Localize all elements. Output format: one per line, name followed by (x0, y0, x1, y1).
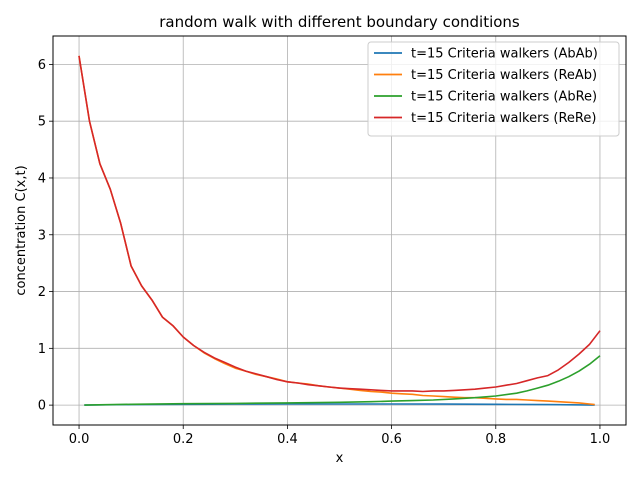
legend: t=15 Criteria walkers (AbAb) t=15 Criteri… (367, 41, 620, 137)
x-tick-label: 0.6 (381, 432, 402, 447)
x-tick-label: 1.0 (590, 432, 611, 447)
grid-lines (53, 36, 626, 425)
x-axis-label: x (336, 451, 344, 466)
y-tick-label: 2 (38, 285, 46, 300)
y-tick-label: 0 (38, 399, 46, 414)
series-line-2 (84, 355, 601, 406)
y-axis-label: concentration C(x,t) (14, 165, 29, 295)
y-axis-ticks: 0 1 2 3 4 5 6 (38, 58, 53, 414)
y-tick-label: 6 (38, 58, 46, 73)
axes-frame (52, 35, 627, 426)
legend-label: t=15 Criteria walkers (ReRe) (411, 111, 596, 126)
y-tick-label: 5 (38, 115, 46, 130)
x-tick-label: 0.8 (485, 432, 506, 447)
series-lines (78, 55, 601, 406)
legend-box (367, 41, 620, 137)
x-tick-label: 0.4 (277, 432, 298, 447)
series-line-3 (78, 55, 601, 393)
x-tick-label: 0.2 (173, 432, 194, 447)
chart-title: random walk with different boundary cond… (159, 13, 520, 31)
legend-label: t=15 Criteria walkers (AbAb) (411, 47, 598, 62)
x-axis-ticks: 0.0 0.2 0.4 0.6 0.8 1.0 (69, 425, 611, 447)
x-tick-label: 0.0 (69, 432, 90, 447)
legend-label: t=15 Criteria walkers (ReAb) (411, 68, 597, 83)
y-tick-label: 4 (38, 171, 46, 186)
y-tick-label: 1 (38, 342, 46, 357)
y-tick-label: 3 (38, 228, 46, 243)
legend-label: t=15 Criteria walkers (AbRe) (411, 90, 597, 105)
